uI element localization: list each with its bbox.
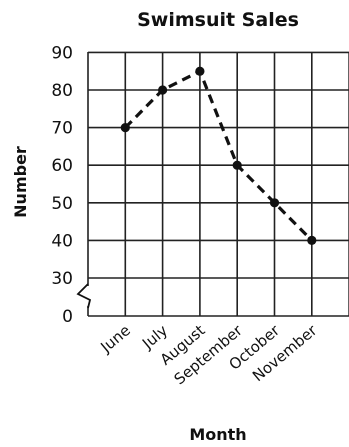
data-point-july — [158, 85, 168, 95]
series-group — [120, 66, 317, 245]
data-point-october — [269, 198, 280, 208]
y-tick-label-30: 30 — [51, 269, 73, 289]
data-point-november — [307, 235, 317, 245]
data-point-september — [232, 160, 242, 170]
data-point-august — [195, 66, 205, 76]
series-line-0 — [124, 68, 313, 242]
data-point-june — [120, 123, 130, 133]
axis-break-gap — [86, 286, 90, 306]
y-tick-label-80: 80 — [51, 81, 73, 101]
y-axis-title: Number — [11, 146, 30, 218]
y-tick-label-90: 90 — [51, 43, 73, 63]
y-tick-label-0: 0 — [62, 307, 73, 327]
grid-group — [76, 51, 349, 317]
x-tick-label-june: June — [97, 321, 134, 356]
y-tick-label-50: 50 — [51, 194, 73, 214]
y-tick-label-70: 70 — [51, 119, 73, 139]
x-axis-title: Month — [189, 425, 246, 444]
y-tick-labels: 90 80 70 60 50 40 30 0 — [51, 43, 73, 327]
y-tick-label-60: 60 — [51, 156, 73, 176]
chart-title: Swimsuit Sales — [137, 9, 299, 31]
y-tick-label-40: 40 — [51, 231, 73, 251]
axis-break-mark — [76, 283, 92, 309]
